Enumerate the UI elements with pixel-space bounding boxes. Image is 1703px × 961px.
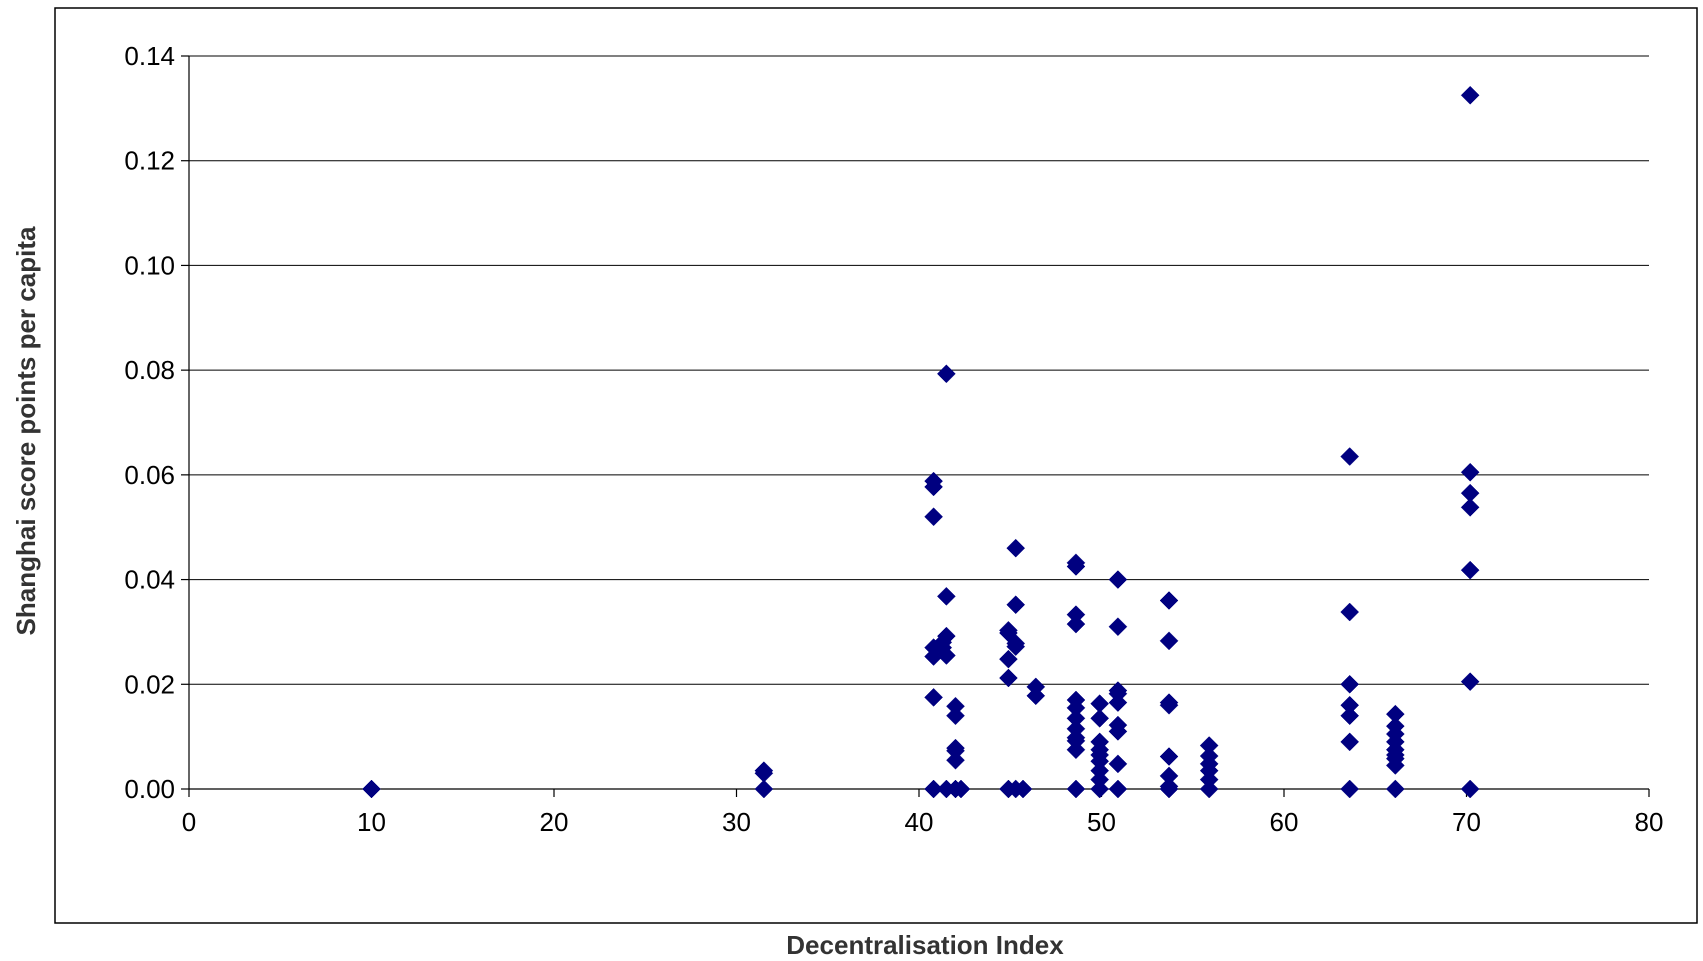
data-point <box>1159 591 1179 610</box>
data-point <box>999 668 1018 688</box>
data-point <box>1090 708 1110 728</box>
data-point <box>946 750 965 770</box>
data-point <box>1340 706 1360 726</box>
data-point <box>1385 756 1405 775</box>
data-point <box>1090 779 1110 799</box>
x-tick-label: 20 <box>540 807 569 837</box>
x-tick-label: 10 <box>357 807 386 837</box>
data-point <box>924 507 943 527</box>
x-tick-label: 80 <box>1635 807 1664 837</box>
x-tick-labels: 0 10 20 30 40 50 60 70 80 <box>182 807 1664 837</box>
data-point <box>951 779 971 799</box>
data-point <box>1460 779 1480 799</box>
data-point <box>754 779 774 799</box>
data-point <box>1108 722 1128 741</box>
data-point <box>1006 538 1026 558</box>
data-point <box>924 779 943 799</box>
x-tick-label: 70 <box>1452 807 1481 837</box>
data-point <box>937 626 956 646</box>
x-tick-label: 0 <box>182 807 196 837</box>
data-point <box>937 586 956 606</box>
data-point <box>1460 672 1480 692</box>
y-tick-label: 0.12 <box>124 146 175 176</box>
data-point <box>1340 732 1360 752</box>
data-point <box>1066 779 1086 799</box>
data-point <box>1340 779 1360 799</box>
y-axis-title: Shanghai score points per capita <box>11 226 41 635</box>
y-tick-labels: 0.00 0.02 0.04 0.06 0.08 0.10 0.12 0.14 <box>124 41 175 804</box>
data-point <box>1066 614 1086 634</box>
data-point <box>1108 754 1128 774</box>
data-point <box>1108 693 1128 712</box>
data-point <box>1013 779 1033 799</box>
y-tick-label: 0.14 <box>124 41 175 71</box>
y-tick-label: 0.00 <box>124 774 175 804</box>
data-point <box>1108 570 1128 589</box>
data-point <box>999 649 1018 669</box>
data-point <box>1159 631 1179 651</box>
plot-frame <box>54 7 1698 924</box>
data-point <box>1460 85 1480 105</box>
data-point <box>1340 602 1360 622</box>
data-point <box>946 706 965 726</box>
x-tick-label: 30 <box>722 807 751 837</box>
y-tick-label: 0.04 <box>124 565 175 595</box>
data-point <box>937 646 956 665</box>
data-point <box>1006 595 1026 615</box>
data-point <box>362 779 381 799</box>
y-tick-label: 0.02 <box>124 669 175 699</box>
data-point <box>1066 740 1086 760</box>
data-point <box>924 477 943 497</box>
data-point <box>1199 779 1219 799</box>
data-point <box>1460 497 1480 517</box>
data-point <box>1159 779 1179 799</box>
data-point <box>1026 686 1046 706</box>
y-tick-label: 0.06 <box>124 460 175 490</box>
x-tick-label: 60 <box>1270 807 1299 837</box>
data-points <box>362 85 1480 799</box>
data-point <box>1006 637 1026 656</box>
data-point <box>1460 560 1480 580</box>
gridlines <box>189 55 1649 685</box>
y-tick-label: 0.10 <box>124 250 175 280</box>
data-point <box>924 688 943 707</box>
x-tick-label: 40 <box>905 807 934 837</box>
data-point <box>1108 617 1128 637</box>
y-tick-label: 0.08 <box>124 355 175 385</box>
data-point <box>1066 557 1086 576</box>
data-point <box>1460 462 1480 482</box>
data-point <box>1340 447 1360 466</box>
x-axis-title: Decentralisation Index <box>786 930 1064 960</box>
data-point <box>1385 779 1405 799</box>
x-tick-label: 50 <box>1087 807 1116 837</box>
data-point <box>1340 674 1360 694</box>
data-point <box>1108 779 1128 799</box>
data-point <box>937 364 956 384</box>
axes <box>181 55 1650 797</box>
data-point <box>1159 695 1179 715</box>
data-point <box>1159 747 1179 766</box>
